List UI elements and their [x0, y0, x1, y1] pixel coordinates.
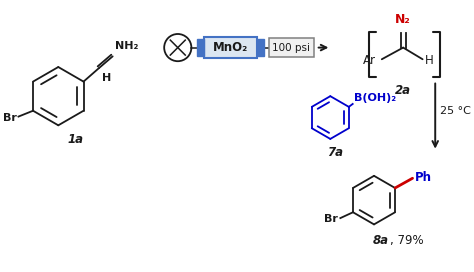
Text: N₂: N₂ [395, 13, 411, 26]
Text: 25 °C: 25 °C [440, 106, 471, 116]
Text: Br: Br [324, 214, 337, 224]
Text: 8a: 8a [373, 234, 389, 247]
Text: MnO₂: MnO₂ [213, 41, 248, 54]
Text: Ar: Ar [363, 54, 376, 67]
Bar [197, 39, 204, 56]
Bar [204, 37, 257, 58]
Text: , 79%: , 79% [390, 234, 423, 247]
Text: 100 psi: 100 psi [273, 43, 310, 52]
Text: 7a: 7a [327, 146, 343, 159]
Text: Br: Br [3, 113, 17, 123]
Text: 1a: 1a [68, 133, 84, 146]
Text: Ph: Ph [414, 171, 431, 184]
Text: H: H [425, 54, 433, 67]
Bar [269, 38, 314, 57]
Bar [257, 39, 264, 56]
Text: NH₂: NH₂ [115, 42, 138, 51]
Text: H: H [102, 73, 111, 83]
Text: 2a: 2a [395, 84, 411, 97]
Text: B(OH)₂: B(OH)₂ [354, 93, 396, 103]
